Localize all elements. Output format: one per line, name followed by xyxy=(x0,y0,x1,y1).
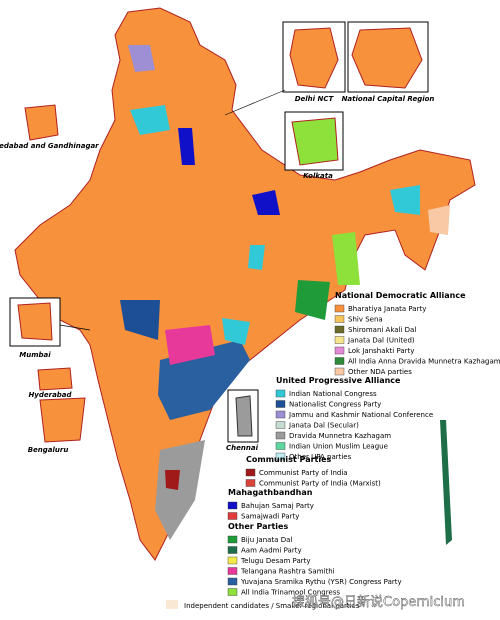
inset-label: Ahmedabad and Gandhinagar xyxy=(0,142,99,150)
legend-swatch xyxy=(227,577,238,586)
legend-swatch xyxy=(227,512,238,520)
footer-text: Independent candidates / Smaller regiona… xyxy=(184,602,360,610)
legend-swatch xyxy=(227,588,238,596)
legend-group: United Progressive Alliance xyxy=(276,376,401,385)
legend-item: Jammu and Kashmir National Conference xyxy=(288,411,433,419)
legend-group: National Democratic Alliance xyxy=(335,291,466,300)
legend-swatch xyxy=(275,400,286,408)
legend-swatch xyxy=(227,567,238,575)
inset-map xyxy=(39,397,86,443)
legend-swatch xyxy=(334,357,345,365)
legend-item: Communist Party of India (Marxist) xyxy=(259,480,381,488)
legend-item: Telugu Desam Party xyxy=(240,557,311,565)
region xyxy=(130,105,170,135)
inset-map xyxy=(24,104,59,141)
region xyxy=(440,420,452,545)
pointer xyxy=(224,89,286,116)
legend-swatch xyxy=(275,452,286,461)
legend-item: Lok Janshakti Party xyxy=(348,347,414,355)
inset-label: Mumbai xyxy=(19,351,51,359)
legend-item: Dravida Munnetra Kazhagam xyxy=(289,432,391,440)
legend-swatch xyxy=(275,421,286,429)
region xyxy=(428,205,450,235)
inset-label: Hyderabad xyxy=(28,391,72,399)
region xyxy=(128,45,155,72)
legend-item: Biju Janata Dal xyxy=(241,536,292,544)
legend-swatch xyxy=(166,600,178,609)
legend-group: Other Parties xyxy=(228,522,288,531)
inset-label: Kolkata xyxy=(303,172,333,180)
legend-group: Communist Parties xyxy=(246,455,332,464)
inset-map xyxy=(291,117,339,166)
legend-item: Shiromani Akali Dal xyxy=(348,326,416,334)
region xyxy=(295,280,330,320)
legend-item: All India Anna Dravida Munnetra Kazhagam xyxy=(348,358,500,366)
inset-label: Chennai xyxy=(226,444,259,452)
inset-map xyxy=(289,27,339,89)
legend-item: Nationalist Congress Party xyxy=(289,401,381,409)
legend-item: Samajwadi Party xyxy=(241,513,299,521)
region xyxy=(165,325,215,365)
region xyxy=(120,300,160,340)
inset-map xyxy=(235,395,253,437)
legend-swatch xyxy=(227,556,238,565)
legend-item: Telangana Rashtra Samithi xyxy=(240,568,335,576)
legend-item: Yuvajana Sramika Rythu (YSR) Congress Pa… xyxy=(240,578,402,586)
watermark: 搜狐号@日新说Copernicium xyxy=(292,594,465,610)
legend-item: All India Trinamool Congress xyxy=(241,589,340,597)
legend-swatch xyxy=(334,325,345,334)
legend-item: Bahujan Samaj Party xyxy=(241,502,314,510)
pointer xyxy=(59,324,91,331)
legend-item: Indian National Congress xyxy=(289,390,377,398)
legend-group: Mahagathbandhan xyxy=(228,488,313,497)
region xyxy=(252,190,280,215)
region xyxy=(248,245,265,270)
inset-map xyxy=(37,367,73,391)
legend-item: Indian Union Muslim League xyxy=(289,443,388,451)
inset-label: National Capital Region xyxy=(342,95,435,103)
legend-item: Janata Dal (United) xyxy=(347,337,415,345)
legend-item: Aam Aadmi Party xyxy=(241,547,302,555)
legend-swatch xyxy=(334,346,345,355)
legend-swatch xyxy=(334,304,345,313)
inset-map xyxy=(351,27,423,89)
region xyxy=(332,232,360,285)
legend-item: Bharatiya Janata Party xyxy=(348,305,426,313)
legend-item: Communist Party of India xyxy=(259,469,348,477)
legend-item: Shiv Sena xyxy=(348,316,383,324)
legend-swatch xyxy=(334,315,345,323)
inset-map xyxy=(17,302,53,341)
inset-label: Bengaluru xyxy=(28,446,69,454)
inset-label: Delhi NCT xyxy=(295,95,335,103)
legend-swatch xyxy=(275,442,286,450)
legend-item: Other UPA parties xyxy=(289,453,352,461)
region xyxy=(178,128,195,165)
legend-swatch xyxy=(227,546,238,554)
legend-swatch xyxy=(227,501,238,510)
region xyxy=(222,318,250,345)
legend-swatch xyxy=(275,410,286,419)
legend-item: Other NDA parties xyxy=(348,368,412,376)
legend-swatch xyxy=(275,389,286,398)
legend-swatch xyxy=(334,367,345,376)
region xyxy=(155,440,205,540)
legend-swatch xyxy=(275,431,286,440)
legend-swatch xyxy=(334,336,345,344)
legend-swatch xyxy=(245,468,256,477)
legend-swatch xyxy=(227,535,238,544)
region xyxy=(390,185,420,215)
legend-item: Janata Dal (Secular) xyxy=(288,422,359,430)
region xyxy=(165,470,180,490)
legend-swatch xyxy=(245,479,256,487)
